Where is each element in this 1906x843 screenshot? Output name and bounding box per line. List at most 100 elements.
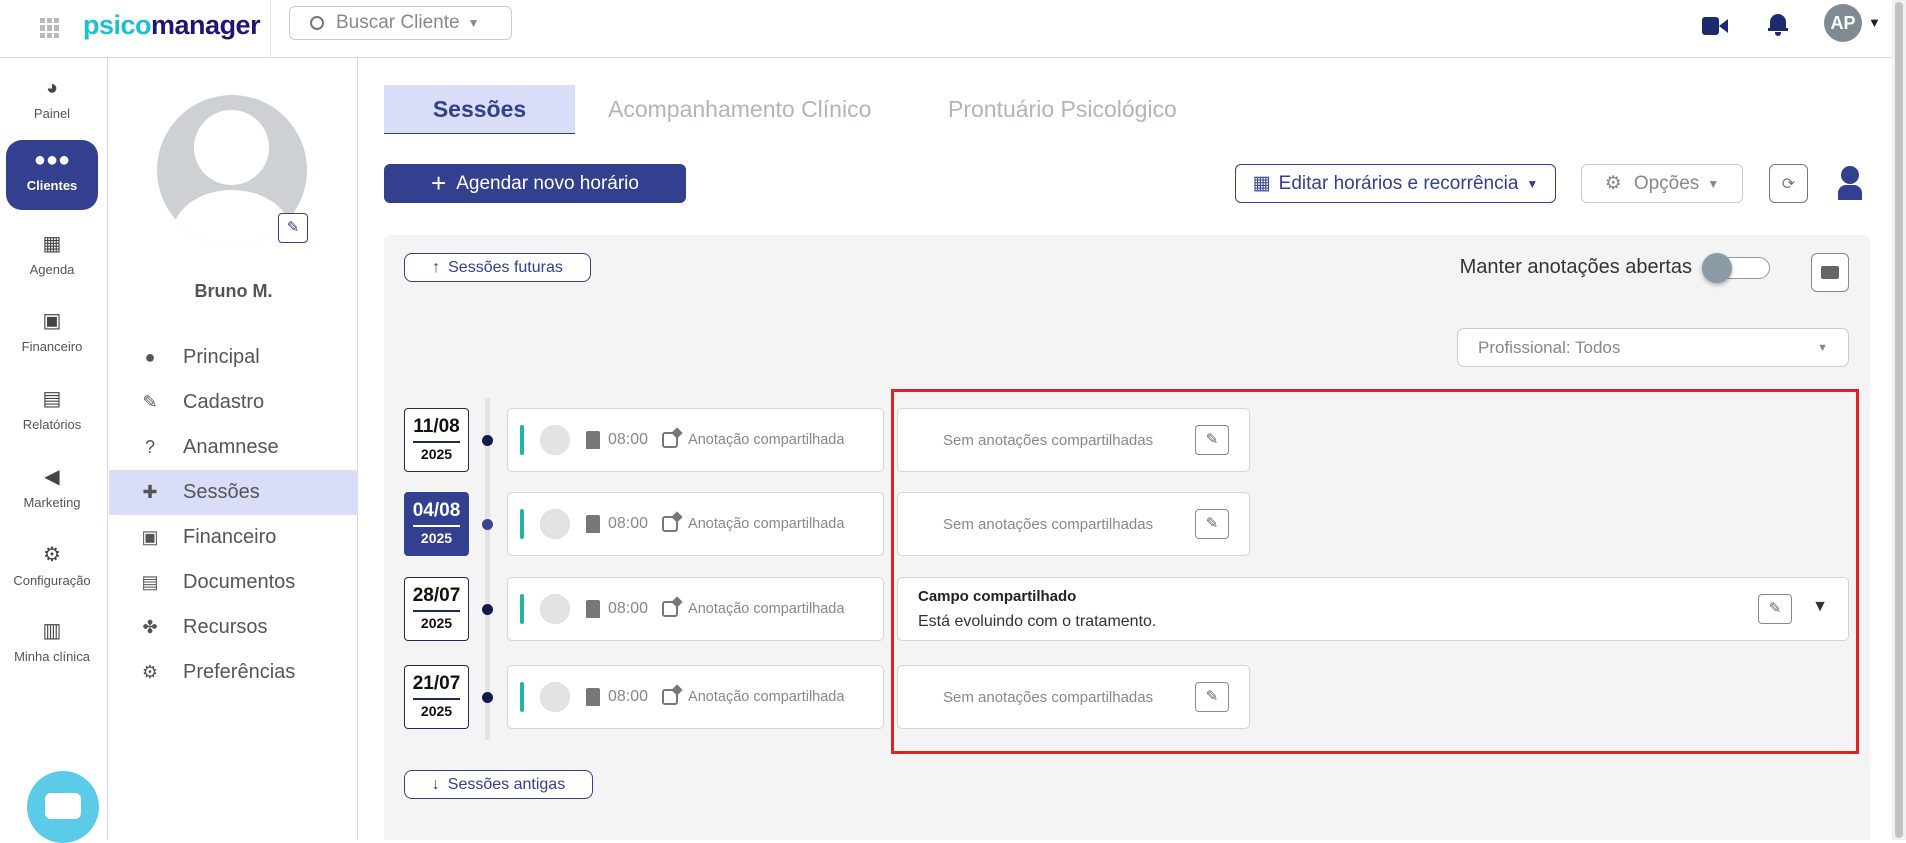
pencil-icon: ✎ bbox=[286, 219, 300, 236]
session-card[interactable]: 08:00 Anotação compartilhada bbox=[507, 492, 884, 556]
rail-item-minha-clinica[interactable]: ▥ Minha clínica bbox=[6, 611, 98, 683]
scrollbar[interactable] bbox=[1892, 0, 1906, 840]
future-sessions-button[interactable]: ↑ Sessões futuras bbox=[404, 253, 591, 282]
building-icon bbox=[586, 431, 600, 449]
divider bbox=[270, 0, 271, 58]
main-navigation: ◕ Painel ●●● Clientes ▦ Agenda ▣ Financeiro … bbox=[0, 58, 108, 843]
status-bar bbox=[520, 594, 524, 624]
session-date[interactable]: 21/07 2025 bbox=[404, 665, 469, 729]
dashboard-icon: ◕ bbox=[45, 77, 59, 99]
caret-down-icon: ▼ bbox=[1526, 176, 1539, 191]
client-name: Bruno M. bbox=[194, 281, 273, 301]
professional-avatar bbox=[540, 509, 570, 539]
building-icon bbox=[586, 515, 600, 533]
professional-avatar bbox=[540, 594, 570, 624]
rail-item-financeiro[interactable]: ▣ Financeiro bbox=[6, 301, 98, 373]
apps-grid-icon[interactable] bbox=[40, 18, 60, 38]
past-sessions-button[interactable]: ↓ Sessões antigas bbox=[404, 770, 593, 799]
options-button[interactable]: ⚙ Opções ▼ bbox=[1581, 164, 1743, 203]
edit-note-button[interactable]: ✎ bbox=[1195, 509, 1229, 539]
edit-note-icon: ✎ bbox=[1205, 688, 1219, 705]
user-avatar[interactable]: AP bbox=[1824, 4, 1862, 42]
status-bar bbox=[520, 509, 524, 539]
file-icon: ▤ bbox=[141, 572, 159, 592]
video-icon[interactable] bbox=[1702, 17, 1728, 35]
edit-note-button[interactable]: ✎ bbox=[1195, 425, 1229, 455]
client-nav-preferencias[interactable]: ⚙ Preferências bbox=[109, 650, 358, 695]
refresh-button[interactable]: ⟳ bbox=[1769, 164, 1808, 203]
tab-prontuario-psicologico[interactable]: Prontuário Psicológico bbox=[948, 96, 1177, 122]
professional-filter-select[interactable]: Profissional: Todos ▼ bbox=[1457, 328, 1849, 367]
session-date[interactable]: 04/08 2025 bbox=[404, 492, 469, 556]
chat-button[interactable] bbox=[27, 771, 99, 843]
professional-avatar bbox=[540, 682, 570, 712]
building-icon bbox=[586, 600, 600, 618]
keep-notes-open-label: Manter anotações abertas bbox=[1459, 256, 1692, 278]
arrow-down-icon: ↓ bbox=[431, 775, 440, 793]
caret-down-icon[interactable]: ▼ bbox=[1868, 15, 1881, 30]
caret-down-icon: ▼ bbox=[1817, 341, 1828, 354]
rail-item-agenda[interactable]: ▦ Agenda bbox=[6, 224, 98, 296]
client-nav-recursos[interactable]: ✤ Recursos bbox=[109, 605, 358, 650]
edit-note-icon: ✎ bbox=[1205, 515, 1219, 532]
client-nav-cadastro[interactable]: ✎ Cadastro bbox=[109, 380, 358, 425]
timeline-dot bbox=[482, 519, 493, 530]
session-card[interactable]: 08:00 Anotação compartilhada bbox=[507, 408, 884, 472]
client-avatar bbox=[157, 95, 307, 245]
schedule-new-button[interactable]: + Agendar novo horário bbox=[384, 164, 686, 203]
rail-item-configuracao[interactable]: ⚙ Configuração bbox=[6, 535, 98, 607]
tab-sessoes[interactable]: Sessões bbox=[384, 85, 575, 134]
shared-note-card: Sem anotações compartilhadas ✎ bbox=[897, 408, 1250, 472]
gear-icon: ⚙ bbox=[141, 662, 159, 682]
status-bar bbox=[520, 425, 524, 455]
edit-note-button[interactable]: ✎ bbox=[1758, 594, 1792, 624]
session-date[interactable]: 11/08 2025 bbox=[404, 408, 469, 472]
share-icon bbox=[662, 601, 679, 617]
edit-note-button[interactable]: ✎ bbox=[1195, 682, 1229, 712]
caret-down-icon: ▼ bbox=[467, 16, 480, 30]
rail-item-relatorios[interactable]: ▤ Relatórios bbox=[6, 379, 98, 451]
users-icon: ●●● bbox=[33, 149, 71, 171]
calendar-icon: ▦ bbox=[42, 233, 62, 255]
file-icon: ▤ bbox=[42, 388, 62, 410]
share-icon bbox=[662, 516, 679, 532]
client-nav-anamnese[interactable]: ? Anamnese bbox=[109, 425, 358, 470]
keep-notes-open-toggle[interactable] bbox=[1702, 253, 1770, 283]
calendar-icon: ▦ bbox=[1252, 173, 1271, 194]
billing-button[interactable] bbox=[1811, 253, 1849, 292]
timeline-dot bbox=[482, 435, 493, 446]
edit-schedule-button[interactable]: ▦ Editar horários e recorrência ▼ bbox=[1235, 164, 1556, 203]
client-sidebar: ✎ Bruno M. ● Principal ✎ Cadastro ? Anamnes… bbox=[109, 58, 358, 840]
logo[interactable]: psicomanager bbox=[83, 10, 261, 40]
tab-acompanhamento-clinico[interactable]: Acompanhamento Clínico bbox=[608, 96, 872, 122]
edit-note-icon: ✎ bbox=[1768, 600, 1782, 617]
gear-icon: ⚙ bbox=[1604, 173, 1622, 194]
session-card[interactable]: 08:00 Anotação compartilhada bbox=[507, 665, 884, 729]
bell-icon[interactable] bbox=[1768, 12, 1788, 36]
rail-item-clientes[interactable]: ●●● Clientes bbox=[6, 140, 98, 210]
assistant-robot-icon[interactable] bbox=[1836, 166, 1864, 200]
client-nav-sessoes[interactable]: ✚ Sessões bbox=[109, 470, 358, 515]
top-bar: psicomanager Buscar Cliente ▼ AP ▼ bbox=[0, 0, 1892, 58]
rail-item-marketing[interactable]: ◀ Marketing bbox=[6, 457, 98, 529]
search-icon bbox=[310, 16, 324, 30]
session-date[interactable]: 28/07 2025 bbox=[404, 577, 469, 641]
shared-note-card: Sem anotações compartilhadas ✎ bbox=[897, 492, 1250, 556]
building-icon: ▥ bbox=[42, 620, 62, 642]
timeline-line bbox=[485, 398, 490, 740]
money-icon: ▣ bbox=[42, 310, 62, 332]
caret-down-icon: ▼ bbox=[1707, 176, 1720, 191]
session-card[interactable]: 08:00 Anotação compartilhada bbox=[507, 577, 884, 641]
client-nav-principal[interactable]: ● Principal bbox=[109, 335, 358, 380]
question-icon: ? bbox=[144, 437, 155, 457]
highlight-box bbox=[891, 389, 1859, 754]
search-client-input[interactable]: Buscar Cliente ▼ bbox=[289, 6, 512, 40]
money-list-icon bbox=[1821, 266, 1839, 279]
share-icon bbox=[662, 689, 679, 705]
client-nav-financeiro[interactable]: ▣ Financeiro bbox=[109, 515, 358, 560]
edit-photo-button[interactable]: ✎ bbox=[278, 213, 308, 243]
client-nav-documentos[interactable]: ▤ Documentos bbox=[109, 560, 358, 605]
expand-caret-icon[interactable]: ▼ bbox=[1812, 598, 1828, 615]
building-icon bbox=[586, 688, 600, 706]
rail-item-painel[interactable]: ◕ Painel bbox=[6, 68, 98, 140]
